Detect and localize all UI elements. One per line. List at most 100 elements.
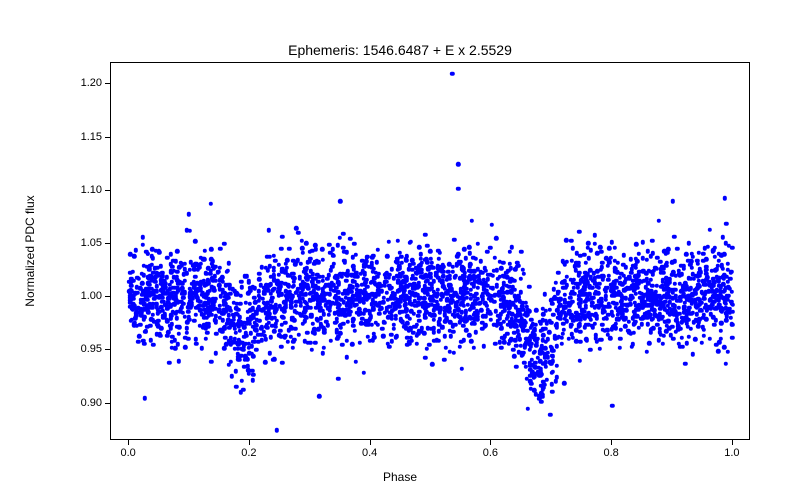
data-point [214,331,218,335]
data-point [456,186,460,190]
data-point [263,360,267,364]
data-point [560,336,564,340]
data-point [380,289,384,293]
data-point [217,270,221,274]
data-point [348,309,352,313]
data-point [522,271,526,275]
data-point [264,337,268,341]
data-point [438,298,442,302]
data-point [367,293,371,297]
data-point [681,345,685,349]
data-point [462,247,466,251]
data-point [159,264,163,268]
data-point [498,340,502,344]
data-point [404,302,408,306]
data-point [533,374,537,378]
data-point [701,327,705,331]
data-point [541,312,545,316]
data-point [283,320,287,324]
data-point [387,239,391,243]
data-point [556,271,560,275]
data-point [621,282,625,286]
data-point [704,290,708,294]
data-point [474,257,478,261]
data-point [684,252,688,256]
data-point [577,358,581,362]
data-point [724,222,728,226]
data-point [604,294,608,298]
data-point [567,336,571,340]
data-point [637,252,641,256]
data-point [725,349,729,353]
data-point [726,262,730,266]
data-point [599,337,603,341]
data-point [310,314,314,318]
data-point [459,260,463,264]
data-point [499,266,503,270]
data-point [565,260,569,264]
data-point [555,344,559,348]
data-point [267,228,271,232]
data-point [177,332,181,336]
data-point [541,327,545,331]
data-point [595,251,599,255]
data-point [415,285,419,289]
data-point [499,346,503,350]
y-tick-label: 1.15 [81,131,102,143]
data-point [140,235,144,239]
data-point [181,296,185,300]
data-point [395,239,399,243]
data-point [651,326,655,330]
data-point [467,333,471,337]
data-point [730,310,734,314]
data-point [132,294,136,298]
y-tick [105,83,110,84]
data-point [218,246,222,250]
data-point [174,316,178,320]
data-point [606,277,610,281]
data-point [140,281,144,285]
data-point [448,334,452,338]
data-point [544,340,548,344]
data-point [292,280,296,284]
data-point [357,341,361,345]
data-point [311,322,315,326]
data-point [437,310,441,314]
data-point [299,239,303,243]
data-point [525,329,529,333]
data-point [370,255,374,259]
data-point [650,238,654,242]
data-point [340,342,344,346]
data-point [285,265,289,269]
y-tick-label: 1.05 [81,237,102,249]
data-point [275,428,279,432]
data-point [321,258,325,262]
data-point [508,250,512,254]
data-point [501,309,505,313]
data-point [456,162,460,166]
data-point [229,374,233,378]
x-tick [732,440,733,445]
data-point [721,235,725,239]
data-point [367,317,371,321]
data-point [550,382,554,386]
data-point [193,239,197,243]
data-point [704,257,708,261]
data-point [569,322,573,326]
data-point [690,265,694,269]
data-point [136,340,140,344]
data-point [365,284,369,288]
plot-area [110,62,750,440]
data-point [481,344,485,348]
data-point [404,258,408,262]
data-point [525,407,529,411]
data-point [203,336,207,340]
data-point [185,331,189,335]
data-point [682,267,686,271]
data-point [640,306,644,310]
data-point [598,245,602,249]
data-point [338,331,342,335]
data-point [151,343,155,347]
data-point [625,303,629,307]
data-point [186,309,190,313]
